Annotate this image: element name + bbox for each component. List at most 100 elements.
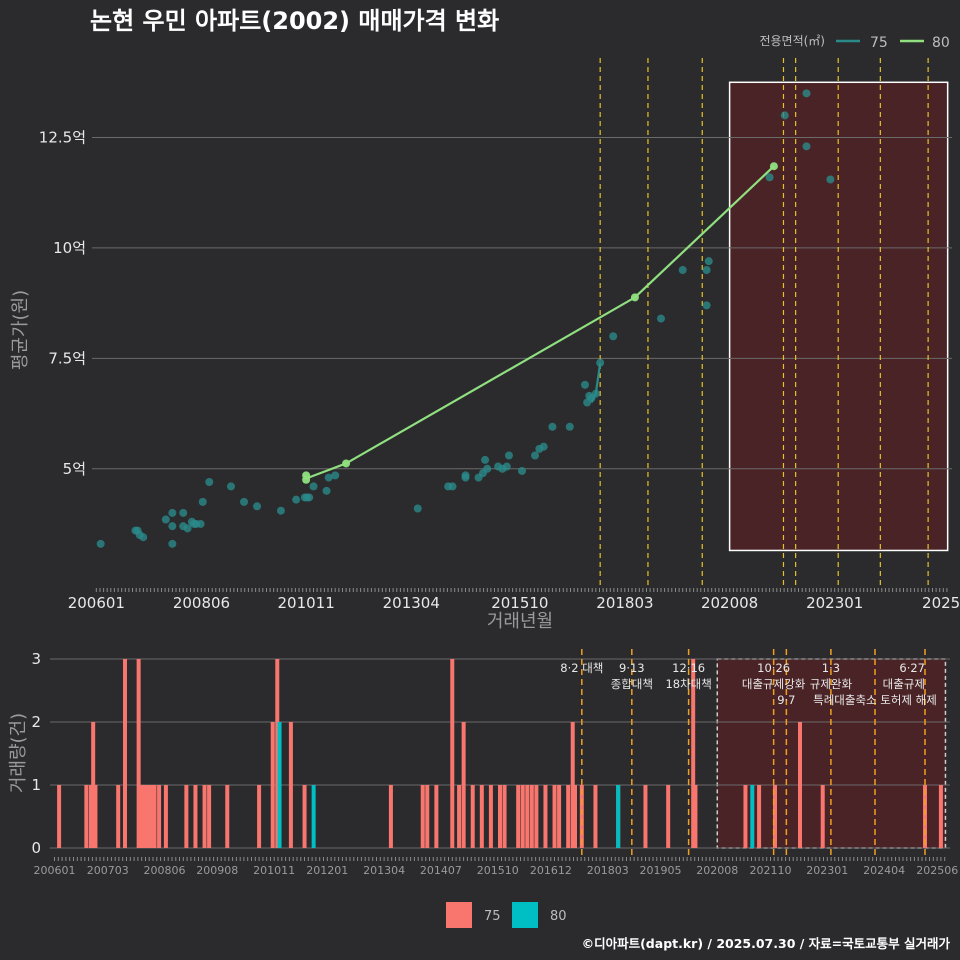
data-point-75 bbox=[196, 519, 205, 528]
bar-75 bbox=[593, 785, 598, 848]
top-y-tick-label: 7.5억 bbox=[48, 349, 86, 367]
data-point-75 bbox=[240, 497, 249, 506]
event-label: 12·16 bbox=[672, 661, 705, 675]
bar-80 bbox=[311, 785, 316, 848]
data-point-75 bbox=[305, 493, 314, 502]
data-point-75 bbox=[704, 257, 713, 266]
bottom-legend-label-80: 80 bbox=[550, 909, 567, 924]
bar-75 bbox=[116, 785, 121, 848]
bottom-x-tick-label: 201201 bbox=[306, 864, 348, 877]
bar-75 bbox=[136, 659, 141, 848]
bar-75 bbox=[207, 785, 212, 848]
series-line-80 bbox=[305, 165, 775, 480]
bottom-x-tick-labels: 200601 200703 200806 200908 201011 201201 2013… bbox=[34, 864, 959, 877]
bar-75 bbox=[534, 785, 539, 848]
event-label: 8·2 대책 bbox=[560, 661, 603, 675]
data-point-75 bbox=[504, 451, 513, 460]
bottom-x-tick-label: 200601 bbox=[34, 864, 76, 877]
bottom-x-tick-label: 202110 bbox=[749, 864, 791, 877]
bar-75 bbox=[257, 785, 262, 848]
bar-80 bbox=[277, 722, 282, 848]
bottom-x-tick-label: 201905 bbox=[639, 864, 681, 877]
bar-75 bbox=[743, 785, 748, 848]
bottom-x-tick-label: 202404 bbox=[863, 864, 905, 877]
event-label: 특례대출축소 토허제 해제 bbox=[813, 693, 937, 707]
bottom-event-labels: 8·2 대책 9·13 종합대책 12·16 18차대책 10·26 대출규제강화 9·7 1·… bbox=[560, 661, 937, 707]
data-point-75 bbox=[324, 473, 333, 482]
event-label: 9·13 bbox=[619, 661, 645, 675]
bar-75 bbox=[479, 785, 484, 848]
top-y-tick-label: 12.5억 bbox=[39, 129, 86, 147]
bar-75 bbox=[145, 785, 150, 848]
event-label: 대출규제강화 bbox=[742, 677, 806, 691]
data-point-75 bbox=[596, 358, 605, 367]
top-y-tick-label: 10억 bbox=[53, 239, 86, 257]
top-y-tick-labels: 5억 7.5억 10억 12.5억 bbox=[39, 129, 86, 478]
bottom-x-tick-label: 202506 bbox=[916, 864, 958, 877]
legend-label-80: 80 bbox=[932, 35, 950, 51]
bar-75 bbox=[91, 722, 96, 848]
bar-75 bbox=[193, 785, 198, 848]
bar-75 bbox=[184, 785, 189, 848]
top-x-tick-label: 202008 bbox=[701, 594, 758, 612]
bar-75 bbox=[152, 785, 157, 848]
top-x-tick-labels: 200601 200806 201011 201304 201510 201803 2020… bbox=[68, 594, 960, 612]
legend-swatch-75 bbox=[446, 902, 472, 928]
event-label: 10·26 bbox=[757, 661, 790, 675]
legend-swatch-80 bbox=[512, 902, 538, 928]
bar-75 bbox=[520, 785, 525, 848]
bar-75 bbox=[157, 785, 162, 848]
bar-75 bbox=[757, 785, 762, 848]
bottom-x-tick-label: 201803 bbox=[587, 864, 629, 877]
bar-75 bbox=[525, 785, 530, 848]
bar-75 bbox=[270, 722, 275, 848]
bottom-legend-label-75: 75 bbox=[484, 909, 501, 924]
bar-75 bbox=[470, 785, 475, 848]
bar-75 bbox=[570, 722, 575, 848]
bar-75 bbox=[502, 785, 507, 848]
bar-75 bbox=[93, 785, 98, 848]
data-point-75 bbox=[139, 533, 148, 542]
bar-75 bbox=[461, 722, 466, 848]
bottom-y-tick-label: 2 bbox=[31, 713, 41, 731]
top-x-tick-label: 201011 bbox=[277, 594, 334, 612]
top-legend: 전용면적(㎡) 75 80 bbox=[759, 34, 949, 51]
data-point-75 bbox=[826, 175, 835, 184]
bar-75 bbox=[666, 785, 671, 848]
data-point-75 bbox=[591, 389, 600, 398]
data-point-75 bbox=[309, 482, 318, 491]
bar-75 bbox=[798, 722, 802, 848]
bar-75 bbox=[84, 785, 89, 848]
bottom-y-tick-label: 3 bbox=[31, 650, 41, 668]
bar-75 bbox=[202, 785, 207, 848]
data-point-75 bbox=[702, 266, 711, 274]
bottom-x-tick-label: 200806 bbox=[144, 864, 186, 877]
data-point-75 bbox=[161, 515, 170, 524]
top-x-minor-ticks bbox=[95, 588, 948, 592]
data-point-75 bbox=[609, 332, 618, 341]
bar-75 bbox=[693, 785, 698, 848]
bar-75 bbox=[123, 659, 127, 848]
bar-75 bbox=[457, 785, 462, 848]
data-point-75 bbox=[565, 422, 574, 431]
bottom-x-minor-ticks bbox=[54, 857, 946, 861]
data-point-75 bbox=[448, 482, 457, 491]
bar-75 bbox=[516, 785, 521, 848]
data-point-75 bbox=[765, 173, 774, 182]
data-point-75 bbox=[198, 497, 207, 506]
data-point-75 bbox=[226, 482, 235, 491]
top-y-tick-label: 5억 bbox=[63, 460, 86, 478]
event-label: 대출규제 bbox=[883, 677, 925, 691]
data-point-75 bbox=[331, 471, 340, 480]
volume-y-axis-label: 거래량(건) bbox=[8, 713, 29, 793]
event-label: 종합대책 bbox=[611, 677, 653, 691]
bottom-x-tick-label: 201510 bbox=[477, 864, 519, 877]
bar-75 bbox=[288, 722, 293, 848]
top-x-tick-label: 200806 bbox=[173, 594, 230, 612]
bar-75 bbox=[150, 785, 155, 848]
bar-75 bbox=[773, 785, 777, 848]
data-point-75 bbox=[168, 522, 177, 531]
volume-chart: 0 1 2 3 8·2 대책 9·13 종합대책 12·16 18차대책 10·26 대출규제강화… bbox=[8, 649, 958, 877]
bottom-y-tick-label: 0 bbox=[31, 839, 41, 857]
data-point-75 bbox=[481, 455, 490, 464]
